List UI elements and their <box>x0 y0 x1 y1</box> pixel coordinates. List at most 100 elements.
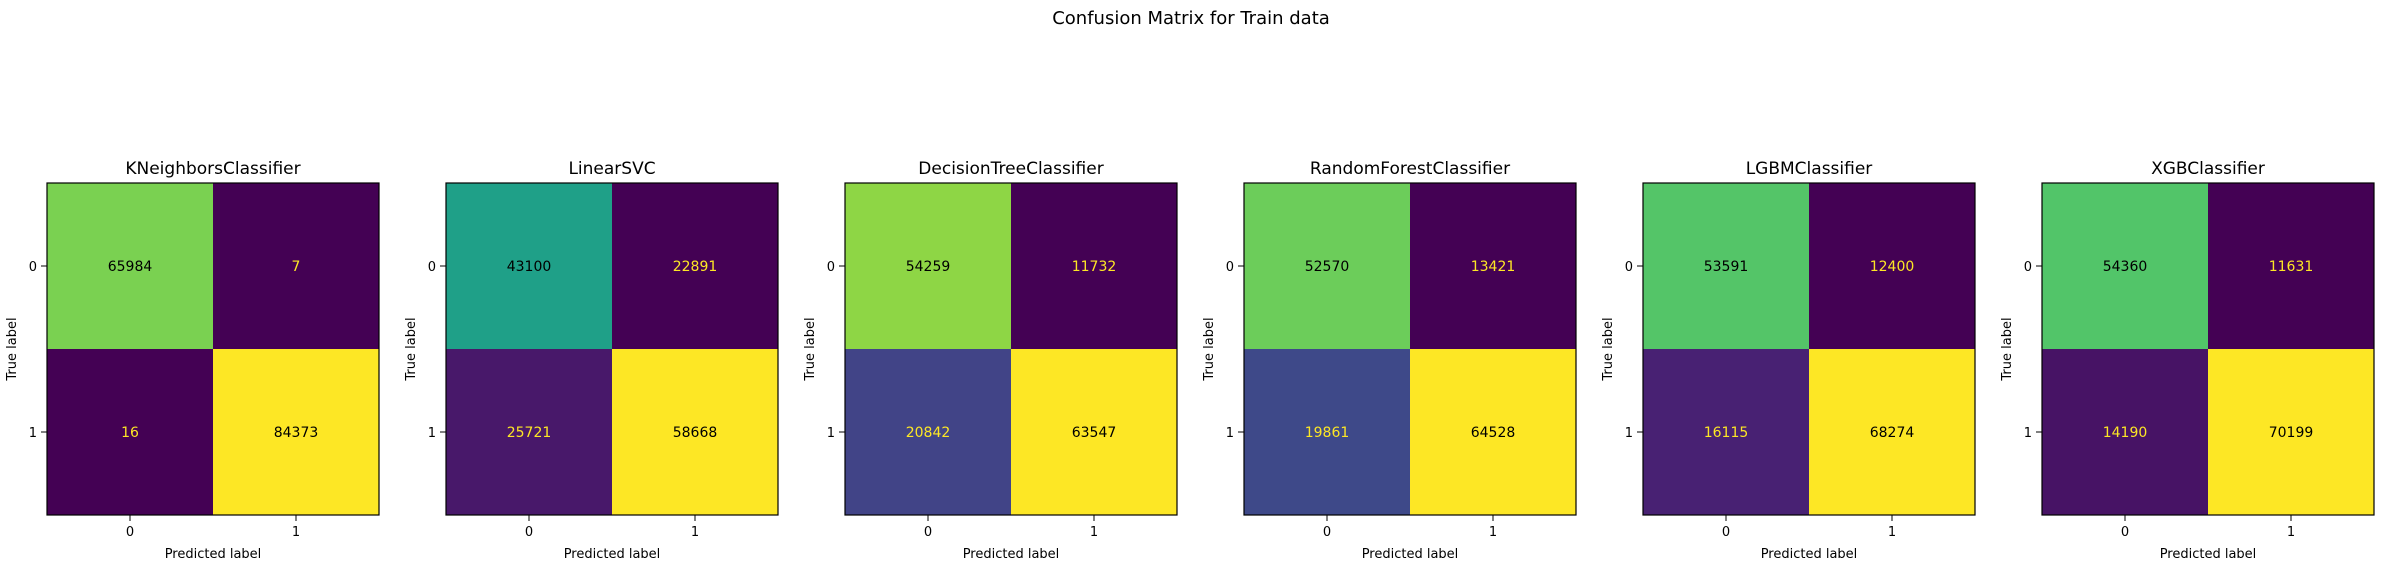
cell-value-label: 68274 <box>1870 425 1915 441</box>
matrix-cell <box>2208 183 2374 349</box>
confusion-matrix-panel: 65984 7 16 84373 KNeighborsClassifier 0 1 0 1 Pre… <box>5 159 380 562</box>
cell-value-label: 52570 <box>1305 259 1350 275</box>
cell-value-label: 43100 <box>507 259 552 275</box>
y-tick-label: 0 <box>827 260 835 275</box>
y-tick-label: 0 <box>2024 260 2032 275</box>
cell-value-label: 12400 <box>1870 259 1915 275</box>
x-axis-label: Predicted label <box>963 547 1060 562</box>
y-axis-label: True label <box>2000 317 2015 381</box>
matrix-cell <box>1244 349 1410 515</box>
cell-value-label: 54259 <box>906 259 951 275</box>
y-tick-label: 0 <box>1226 260 1234 275</box>
cell-value-label: 25721 <box>507 425 552 441</box>
panels: 65984 7 16 84373 KNeighborsClassifier 0 1 0 1 Pre… <box>5 159 2375 562</box>
x-tick-label: 1 <box>292 525 300 540</box>
y-axis-label: True label <box>1202 317 1217 381</box>
matrix-cell <box>2042 183 2208 349</box>
axes-frame <box>46 182 380 516</box>
panel-title: RandomForestClassifier <box>1310 159 1510 179</box>
y-tick-label: 1 <box>1625 426 1633 441</box>
matrix-cell <box>1809 183 1975 349</box>
cell-value-label: 63547 <box>1072 425 1117 441</box>
matrix-cell <box>845 183 1011 349</box>
panel-title: DecisionTreeClassifier <box>918 159 1103 179</box>
x-tick-label: 0 <box>924 525 932 540</box>
cell-value-label: 22891 <box>673 259 718 275</box>
matrix-cell <box>2042 349 2208 515</box>
axes-frame <box>1642 182 1976 516</box>
y-tick-label: 1 <box>827 426 835 441</box>
x-tick-label: 0 <box>126 525 134 540</box>
confusion-matrix-panel: 43100 22891 25721 58668 LinearSVC 0 1 0 1 Predict… <box>404 159 779 562</box>
axes-frame <box>1243 182 1577 516</box>
x-axis-label: Predicted label <box>165 547 262 562</box>
cell-value-label: 70199 <box>2269 425 2314 441</box>
y-tick-label: 0 <box>428 260 436 275</box>
cell-value-label: 13421 <box>1471 259 1516 275</box>
y-axis-label: True label <box>5 317 20 381</box>
cell-value-label: 84373 <box>274 425 319 441</box>
matrix-cell <box>446 183 612 349</box>
y-axis-label: True label <box>404 317 419 381</box>
cell-value-label: 53591 <box>1704 259 1749 275</box>
matrix-cell <box>213 183 379 349</box>
matrix-cell <box>1244 183 1410 349</box>
confusion-matrix-panel: 53591 12400 16115 68274 LGBMClassifier 0 1 0 1 Pr… <box>1601 159 1976 562</box>
x-tick-label: 0 <box>1323 525 1331 540</box>
confusion-matrix-panel: 52570 13421 19861 64528 RandomForestClassifi… <box>1202 159 1577 562</box>
matrix-cell <box>612 183 778 349</box>
matrix-cell <box>845 349 1011 515</box>
matrix-cell <box>2208 349 2374 515</box>
x-tick-label: 1 <box>1888 525 1896 540</box>
cell-value-label: 14190 <box>2103 425 2148 441</box>
matrix-cell <box>1410 183 1576 349</box>
panel-title: XGBClassifier <box>2151 159 2265 179</box>
x-tick-label: 0 <box>2121 525 2129 540</box>
x-tick-label: 0 <box>1722 525 1730 540</box>
matrix-cell <box>1011 349 1177 515</box>
figure-suptitle: Confusion Matrix for Train data <box>1052 8 1330 29</box>
y-axis-label: True label <box>1601 317 1616 381</box>
x-tick-label: 1 <box>1489 525 1497 540</box>
y-tick-label: 1 <box>29 426 37 441</box>
cell-value-label: 11732 <box>1072 259 1117 275</box>
x-axis-label: Predicted label <box>1362 547 1459 562</box>
matrix-cell <box>47 183 213 349</box>
axes-frame <box>445 182 779 516</box>
panel-title: KNeighborsClassifier <box>125 159 300 179</box>
cell-value-label: 64528 <box>1471 425 1516 441</box>
cell-value-label: 7 <box>292 259 301 275</box>
y-tick-label: 0 <box>1625 260 1633 275</box>
y-tick-label: 1 <box>1226 426 1234 441</box>
cell-value-label: 11631 <box>2269 259 2314 275</box>
y-axis-label: True label <box>803 317 818 381</box>
x-axis-label: Predicted label <box>564 547 661 562</box>
confusion-matrix-panel: 54259 11732 20842 63547 DecisionTreeClassifi… <box>803 159 1178 562</box>
x-tick-label: 1 <box>1090 525 1098 540</box>
matrix-cell <box>47 349 213 515</box>
x-tick-label: 0 <box>525 525 533 540</box>
matrix-cell <box>1643 349 1809 515</box>
x-tick-label: 1 <box>691 525 699 540</box>
axes-frame <box>2041 182 2375 516</box>
y-tick-label: 1 <box>428 426 436 441</box>
cell-value-label: 54360 <box>2103 259 2148 275</box>
matrix-cell <box>446 349 612 515</box>
x-axis-label: Predicted label <box>1761 547 1858 562</box>
matrix-cell <box>1410 349 1576 515</box>
cell-value-label: 16 <box>121 425 139 441</box>
matrix-cell <box>1011 183 1177 349</box>
panel-title: LGBMClassifier <box>1746 159 1873 179</box>
axes-frame <box>844 182 1178 516</box>
cell-value-label: 58668 <box>673 425 718 441</box>
cell-value-label: 16115 <box>1704 425 1749 441</box>
matrix-cell <box>612 349 778 515</box>
matrix-cell <box>1809 349 1975 515</box>
matrix-cell <box>213 349 379 515</box>
x-axis-label: Predicted label <box>2160 547 2257 562</box>
panel-title: LinearSVC <box>568 159 655 179</box>
confusion-matrix-panel: 54360 11631 14190 70199 XGBClassifier 0 1 0 1 Pre… <box>2000 159 2375 562</box>
y-tick-label: 0 <box>29 260 37 275</box>
cell-value-label: 20842 <box>906 425 951 441</box>
